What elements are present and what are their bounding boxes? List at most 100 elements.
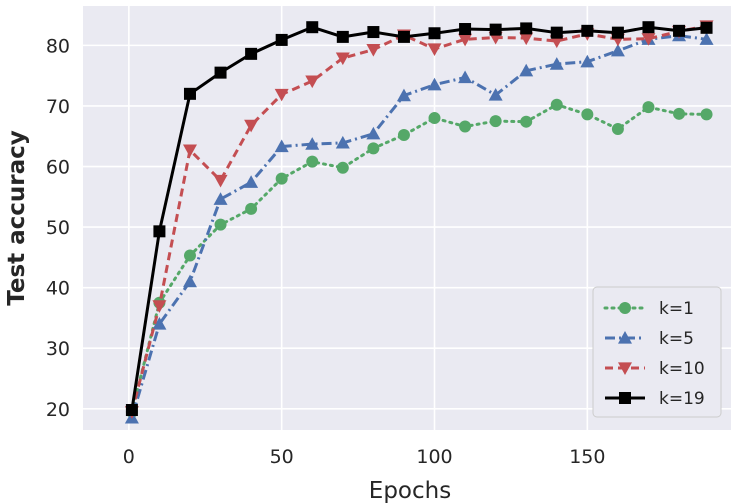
data-point [458,33,473,47]
legend-entry: k=5 [605,329,694,349]
legend-marker [619,302,631,314]
x-tick-label: 0 [123,446,135,468]
data-point [489,23,502,36]
legend-label: k=1 [659,299,694,319]
data-point [367,142,380,155]
data-point [642,21,655,34]
data-point [335,135,350,149]
data-point [642,101,655,114]
data-point [580,54,595,68]
data-point [611,122,624,135]
data-point [275,33,288,46]
x-tick-label: 100 [416,446,452,468]
data-point [275,172,288,185]
data-point [641,33,656,46]
data-point [699,32,714,45]
legend-box [592,286,722,418]
data-point [428,27,441,40]
data-point [673,24,686,37]
data-point [305,75,320,89]
y-tick-label: 60 [46,157,70,179]
data-point [245,202,258,215]
y-tick-label: 40 [46,278,70,300]
data-point [214,66,227,79]
legend-marker [618,331,632,344]
y-axis-title: Test accuracy [4,130,30,306]
legend-entry: k=1 [603,299,694,319]
tick-labels: 0 50 100 150 20 30 40 50 60 70 80 [46,35,606,468]
data-point [335,52,350,66]
data-point [488,88,503,101]
series-k=5 [124,28,714,424]
legend: k=1 k=5 k=10 k=19 [592,286,722,418]
data-point [673,107,686,120]
series-line [130,34,707,419]
data-point [396,88,411,102]
data-point [213,192,228,205]
data-point [244,175,259,188]
data-point [274,88,289,102]
data-point [152,317,167,330]
series-layer [124,20,714,424]
data-point [458,70,473,84]
y-tick-label: 50 [46,217,70,239]
grid [83,6,731,430]
data-point [581,108,594,121]
data-point [427,77,442,91]
legend-label: k=5 [659,329,694,349]
y-tick-label: 30 [46,338,70,360]
x-tick-label: 50 [270,446,294,468]
series-k=19 [125,21,713,417]
legend-label: k=19 [659,389,705,409]
data-point [549,57,564,70]
data-point [549,35,564,49]
data-point [214,218,227,231]
data-point [152,300,167,313]
data-point [244,119,259,133]
data-point [428,112,441,125]
data-point [183,249,196,262]
data-point [213,174,228,188]
y-tick-label: 80 [46,35,70,57]
data-point [550,98,563,111]
data-point [550,26,563,39]
y-tick-label: 20 [46,399,70,421]
legend-entry: k=10 [605,359,705,379]
data-point [427,43,442,57]
data-point [367,26,380,39]
data-point [182,144,197,158]
data-point [306,155,319,168]
legend-label: k=10 [659,359,705,379]
data-point [274,139,289,153]
data-point [183,87,196,100]
x-tick-label: 150 [569,446,605,468]
data-point [397,129,410,142]
legend-marker [618,362,632,375]
data-point [519,63,534,77]
data-point [366,126,381,140]
data-point [182,274,197,288]
data-point [366,44,381,57]
legend-marker [619,392,631,404]
data-point [336,30,349,43]
data-point [305,137,320,150]
data-point [520,22,533,35]
data-point [611,26,624,39]
data-point [306,21,319,34]
x-axis-title: Epochs [369,478,451,504]
data-point [700,108,713,121]
data-point [581,24,594,37]
data-point [610,43,625,57]
data-point [459,120,472,133]
data-point [397,30,410,43]
data-point [489,115,502,128]
data-point [519,32,534,46]
data-point [336,161,349,174]
data-point [153,225,166,238]
data-point [520,115,533,128]
data-point [245,47,258,60]
data-point [459,23,472,36]
legend-entry: k=19 [605,389,705,409]
data-point [700,21,713,34]
